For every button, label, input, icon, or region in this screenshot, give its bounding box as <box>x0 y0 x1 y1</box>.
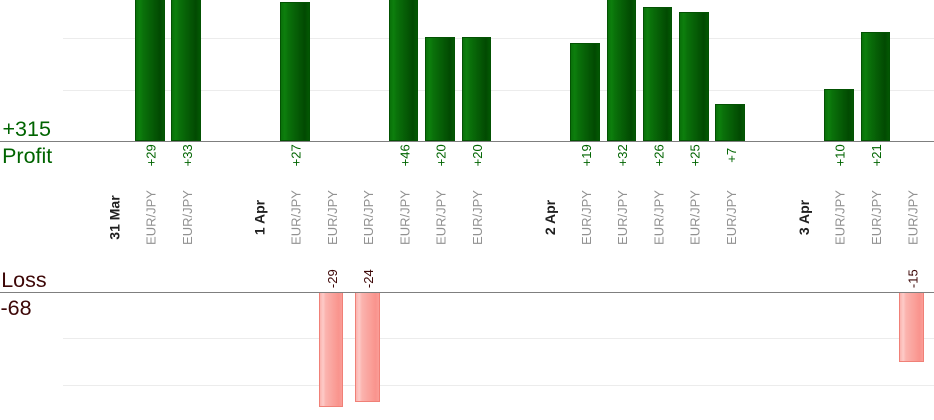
svg-text:+19: +19 <box>579 144 594 166</box>
svg-text:EUR/JPY: EUR/JPY <box>833 190 848 245</box>
svg-text:EUR/JPY: EUR/JPY <box>397 190 412 245</box>
svg-text:+21: +21 <box>869 144 884 166</box>
svg-text:+20: +20 <box>470 144 485 166</box>
svg-text:+26: +26 <box>651 144 666 166</box>
svg-text:EUR/JPY: EUR/JPY <box>180 190 195 245</box>
svg-text:+27: +27 <box>289 144 304 166</box>
svg-text:EUR/JPY: EUR/JPY <box>144 190 159 245</box>
svg-text:EUR/JPY: EUR/JPY <box>688 190 703 245</box>
svg-text:+32: +32 <box>615 144 630 166</box>
svg-text:EUR/JPY: EUR/JPY <box>651 190 666 245</box>
svg-text:3 Apr: 3 Apr <box>796 199 812 235</box>
svg-text:1 Apr: 1 Apr <box>252 199 268 235</box>
svg-text:+33: +33 <box>180 144 195 166</box>
svg-text:+7: +7 <box>724 148 739 163</box>
svg-text:+20: +20 <box>434 144 449 166</box>
svg-text:EUR/JPY: EUR/JPY <box>724 190 739 245</box>
svg-text:EUR/JPY: EUR/JPY <box>615 190 630 245</box>
svg-text:2 Apr: 2 Apr <box>542 199 558 235</box>
svg-text:31 Mar: 31 Mar <box>107 195 123 240</box>
svg-text:EUR/JPY: EUR/JPY <box>361 190 376 245</box>
svg-text:+29: +29 <box>144 144 159 166</box>
svg-text:EUR/JPY: EUR/JPY <box>869 190 884 245</box>
svg-text:+46: +46 <box>397 144 412 166</box>
svg-text:EUR/JPY: EUR/JPY <box>289 190 304 245</box>
svg-text:-15: -15 <box>905 269 920 288</box>
svg-text:EUR/JPY: EUR/JPY <box>470 190 485 245</box>
svg-text:EUR/JPY: EUR/JPY <box>434 190 449 245</box>
svg-text:-24: -24 <box>361 269 376 288</box>
svg-text:EUR/JPY: EUR/JPY <box>579 190 594 245</box>
svg-text:-29: -29 <box>325 269 340 288</box>
svg-text:+25: +25 <box>688 144 703 166</box>
svg-text:EUR/JPY: EUR/JPY <box>905 190 920 245</box>
svg-text:EUR/JPY: EUR/JPY <box>325 190 340 245</box>
svg-text:+10: +10 <box>833 144 848 166</box>
